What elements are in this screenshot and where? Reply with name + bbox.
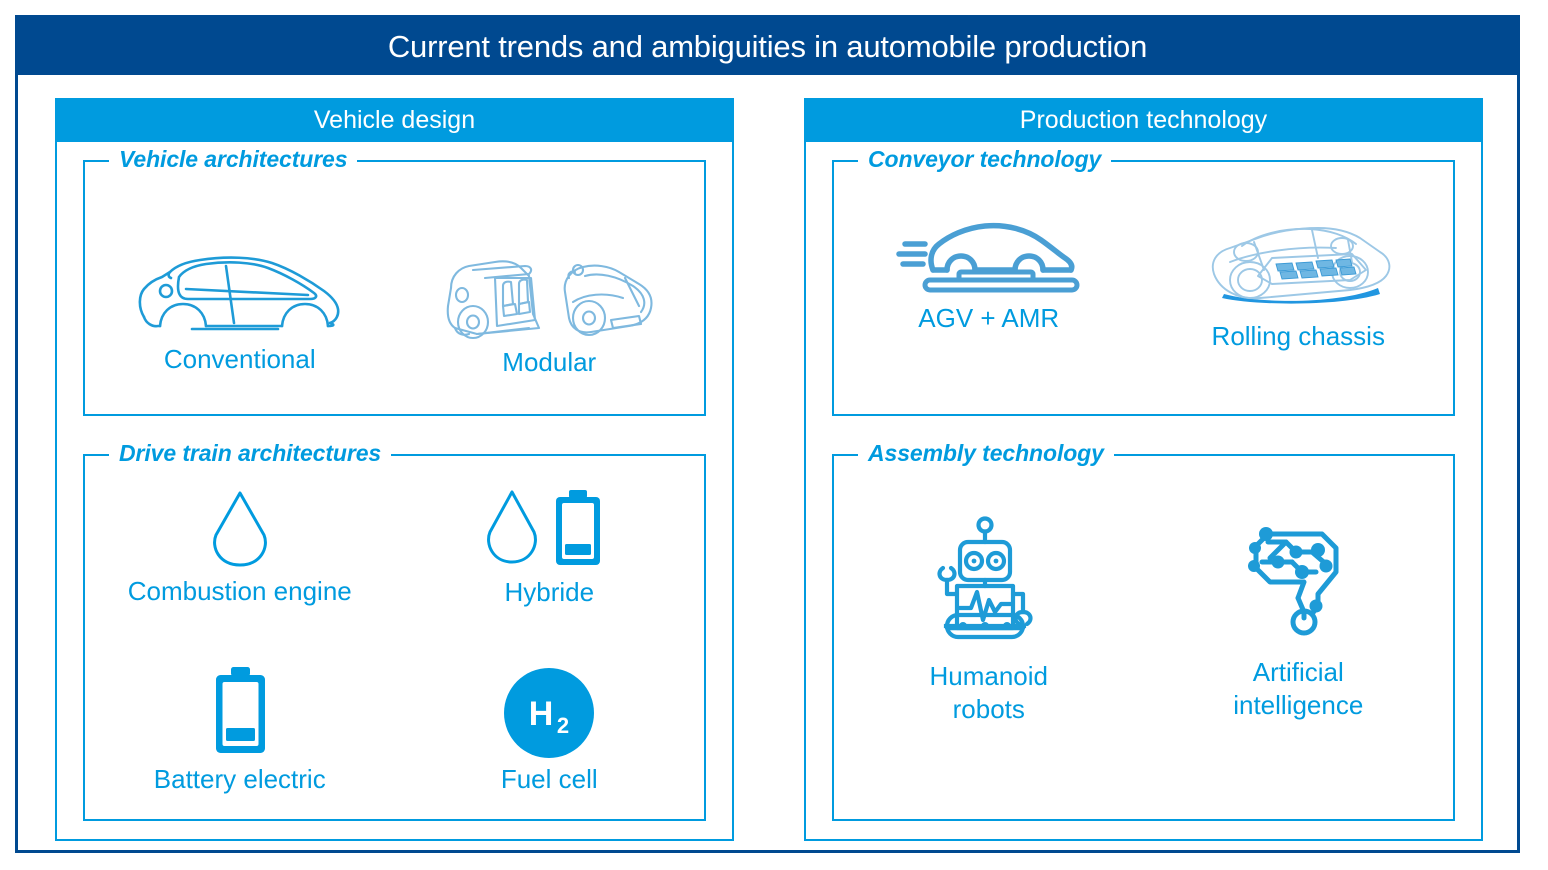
- page-title: Current trends and ambiguities in automo…: [387, 28, 1148, 64]
- item-label-fuel-cell: Fuel cell: [500, 763, 598, 794]
- hydrogen-badge-subscript: 2: [557, 713, 569, 738]
- droplet-plus-battery-icon: [482, 488, 616, 574]
- group-legend-conveyor-technology: Conveyor technology: [858, 146, 1112, 173]
- panels-container: Vehicle design Vehicle architectures: [18, 75, 1517, 850]
- item-artificial-intelligence[interactable]: Artificial intelligence: [1144, 456, 1454, 819]
- item-label-artificial-intelligence: Artificial intelligence: [1233, 657, 1364, 720]
- fuel-droplet-icon: [209, 489, 271, 573]
- group-items-assembly-technology: Humanoid robots: [834, 456, 1453, 819]
- item-label-agv-amr: AGV + AMR: [918, 303, 1060, 333]
- car-on-agv-platform-icon: [895, 214, 1083, 293]
- item-agv-amr[interactable]: AGV + AMR: [834, 162, 1144, 414]
- group-legend-drive-train-architectures: Drive train architectures: [109, 440, 392, 467]
- item-label-modular: Modular: [502, 346, 597, 377]
- rolling-chassis-battery-pack-icon: [1200, 214, 1396, 310]
- group-items-conveyor-technology: AGV + AMR: [834, 162, 1453, 414]
- ai-circuit-tree-icon: [1240, 516, 1356, 636]
- panel-production-technology: Production technology Conveyor technolog…: [804, 98, 1483, 841]
- group-legend-assembly-technology: Assembly technology: [858, 440, 1114, 467]
- slide-frame: Current trends and ambiguities in automo…: [15, 15, 1520, 853]
- modular-vehicle-modules-icon: [433, 248, 665, 340]
- item-combustion-engine[interactable]: Combustion engine: [85, 456, 395, 638]
- panel-body-vehicle-design: Vehicle architectures: [57, 144, 732, 839]
- item-label-conventional: Conventional: [163, 343, 316, 374]
- item-hybride[interactable]: Hybride: [395, 456, 705, 638]
- group-items-vehicle-architectures: Conventional: [85, 162, 704, 414]
- panel-title-vehicle-design: Vehicle design: [313, 105, 476, 134]
- slide-title-bar: Current trends and ambiguities in automo…: [18, 18, 1517, 75]
- group-drive-train-architectures: Drive train architectures Combustion eng…: [83, 440, 706, 821]
- item-conventional[interactable]: Conventional: [85, 201, 395, 376]
- group-conveyor-technology: Conveyor technology: [832, 146, 1455, 416]
- panel-header-vehicle-design: Vehicle design: [55, 98, 734, 142]
- item-rolling-chassis[interactable]: Rolling chassis: [1144, 162, 1454, 414]
- group-vehicle-architectures: Vehicle architectures: [83, 146, 706, 416]
- item-humanoid-robots[interactable]: Humanoid robots: [834, 456, 1144, 819]
- hydrogen-circle-icon: H 2: [501, 665, 597, 761]
- car-side-outline-icon: [130, 251, 350, 337]
- panel-body-production-technology: Conveyor technology: [806, 144, 1481, 839]
- item-modular[interactable]: Modular: [395, 198, 705, 379]
- item-fuel-cell[interactable]: H 2 Fuel cell: [395, 638, 705, 820]
- item-label-hybride: Hybride: [504, 577, 595, 608]
- item-label-combustion-engine: Combustion engine: [127, 576, 352, 607]
- item-battery-electric[interactable]: Battery electric: [85, 638, 395, 820]
- group-items-drive-train-architectures: Combustion engine: [85, 456, 704, 819]
- battery-icon: [207, 665, 273, 761]
- group-assembly-technology: Assembly technology: [832, 440, 1455, 821]
- humanoid-robot-icon: [925, 516, 1053, 640]
- group-legend-vehicle-architectures: Vehicle architectures: [109, 146, 358, 173]
- item-label-humanoid-robots: Humanoid robots: [929, 661, 1048, 724]
- hydrogen-badge-letter: H: [529, 695, 554, 733]
- panel-header-production-technology: Production technology: [804, 98, 1483, 142]
- panel-title-production-technology: Production technology: [1019, 105, 1268, 134]
- item-label-rolling-chassis: Rolling chassis: [1211, 321, 1385, 351]
- panel-vehicle-design: Vehicle design Vehicle architectures: [55, 98, 734, 841]
- item-label-battery-electric: Battery electric: [153, 763, 326, 794]
